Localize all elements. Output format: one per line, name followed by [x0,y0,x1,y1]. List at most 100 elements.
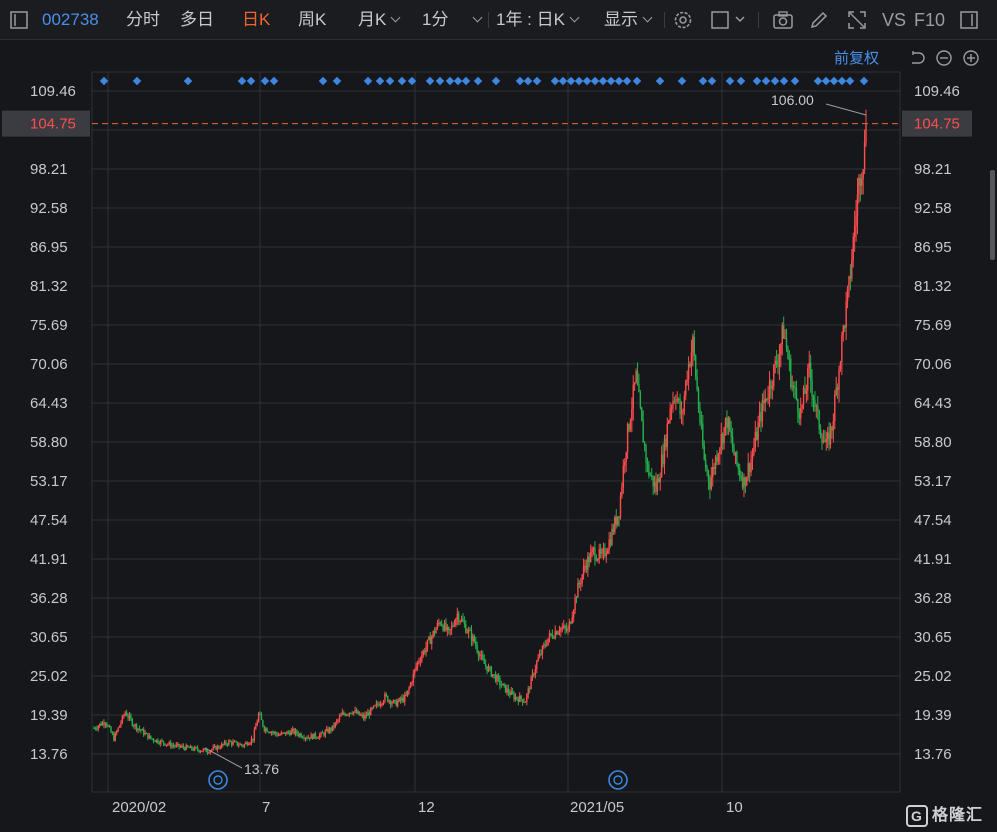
candle-body [853,225,856,237]
candle-body [500,685,502,687]
candle-body [482,654,484,660]
zoom-out-icon[interactable] [935,49,953,67]
sidebar-toggle-icon[interactable] [8,9,30,31]
candle-body [243,744,246,747]
candle-body [547,638,549,645]
pencil-icon[interactable] [808,9,830,31]
candle-body [428,636,430,640]
candle-body [660,454,663,478]
candle-body [255,725,257,730]
adjust-mode-label[interactable]: 前复权 [834,50,880,67]
candle-body [436,622,439,629]
event-marker [183,76,193,86]
candle-body [815,405,818,407]
candle-body [108,725,111,727]
display-menu[interactable]: 显示 [604,0,653,40]
candle-body [171,745,173,747]
candle-body [117,727,119,732]
candle-body [597,558,599,561]
candle-body [534,669,537,675]
candle-body [272,732,274,734]
candle-body [578,582,581,585]
candle-body [557,632,559,635]
f10-button[interactable]: F10 [914,10,946,30]
tab-multi-day[interactable]: 多日 [180,10,214,29]
candle-body [362,714,365,719]
candle-body [267,731,270,733]
candle-body [450,625,453,630]
y-tick-label: 75.69 [30,317,68,334]
gear-icon[interactable] [672,9,694,31]
candle-body [693,336,695,356]
event-marker [473,76,483,86]
candle-body [765,398,768,400]
tab-weekly-k[interactable]: 周K [298,10,327,29]
candle-body [150,735,152,739]
x-tick-label: 7 [262,799,270,816]
candle-body [758,412,761,423]
candle-body [570,621,572,624]
candle-body [712,466,714,478]
candle-body [429,636,432,644]
candle-body [761,400,764,421]
candle-body [467,629,470,633]
event-q-icon[interactable] [208,770,228,790]
tab-minute[interactable]: 1分 [422,0,483,40]
max-price-leader [825,103,867,116]
event-marker [435,76,445,86]
candle-body [181,745,183,747]
candle-body [431,636,433,644]
candle-body [604,548,606,556]
candle-body [633,382,636,385]
candle-body [314,733,317,738]
tab-daily-k[interactable]: 日K [242,10,271,29]
candle-body [665,439,667,448]
candle-body [561,627,564,629]
candle-body [612,528,615,533]
candle-body [841,334,843,363]
event-q-icon[interactable] [608,770,628,790]
candle-body [238,745,240,747]
fullscreen-icon[interactable] [846,9,868,31]
event-marker [614,76,624,86]
panel-toggle-icon[interactable] [958,9,980,31]
camera-icon[interactable] [772,9,794,31]
candle-body [290,730,292,736]
candle-body [408,687,410,691]
vs-button[interactable]: VS [882,10,907,30]
candlestick-chart[interactable]: 109.46 98.21 92.58 86.95 81.32 75.69 70.06 64.4… [0,40,997,832]
event-marker [363,76,373,86]
candle-body [801,404,803,409]
candle-body [144,732,146,735]
candle-body [591,549,593,553]
candle-body [209,750,212,753]
candle-body [374,705,376,707]
x-tick-label: 12 [418,799,435,816]
event-marker [332,76,342,86]
candle-body [157,739,159,743]
candle-body [736,451,738,465]
range-selector[interactable]: 1年 : 日K [496,0,580,40]
candle-body [773,364,775,387]
candle-body [155,739,158,742]
vertical-scrollbar[interactable] [990,170,995,260]
undo-icon[interactable] [908,49,926,67]
candle-body [541,646,544,655]
event-marker [246,76,256,86]
zoom-in-icon[interactable] [962,49,980,67]
event-marker [397,76,407,86]
tab-monthly-k[interactable]: 月K [358,0,401,40]
candle-body [414,669,416,674]
candle-body [440,623,443,626]
stock-code[interactable]: 002738 [42,10,99,29]
candle-body [94,728,97,730]
candle-body [838,369,840,390]
candle-body [245,742,247,745]
tab-intraday[interactable]: 分时 [126,10,160,29]
square-toggle-icon[interactable] [710,9,750,31]
candle-body [406,690,409,696]
candle-body [128,715,131,718]
candle-body [503,683,505,685]
y-tick-label: 47.54 [914,512,952,529]
candle-body [791,385,793,387]
